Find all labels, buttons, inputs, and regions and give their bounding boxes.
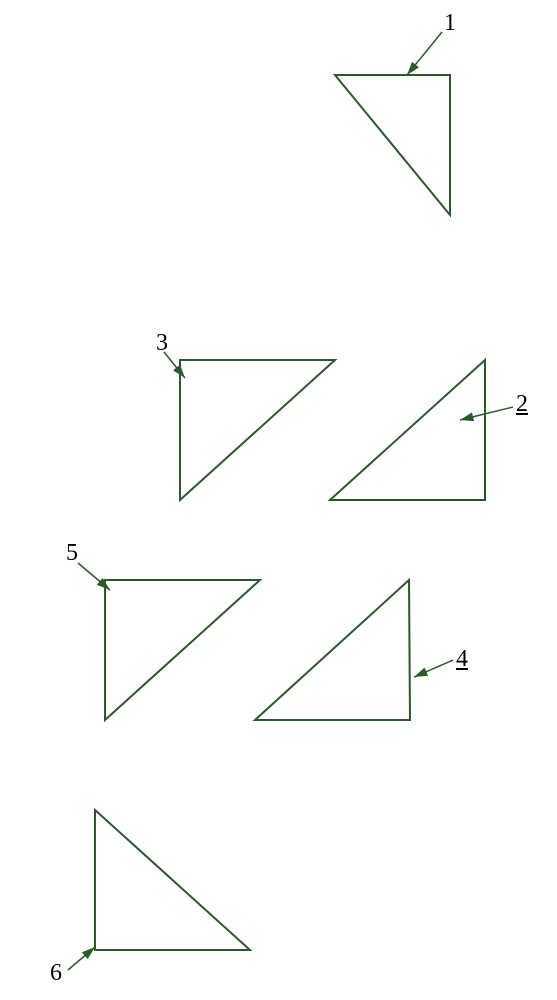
label-6: 6 [50,960,62,987]
label-5-text: 5 [66,540,78,566]
callout-2 [460,407,513,420]
label-5: 5 [66,540,78,567]
label-4-text: 4 [456,646,468,672]
diagram-container: 1 2 3 4 5 6 [0,0,557,1000]
triangle-4 [255,580,410,720]
triangle-5 [105,580,260,720]
diagram-svg [0,0,557,1000]
label-2-text: 2 [516,391,528,417]
callout-4 [414,660,453,677]
label-3-text: 3 [156,330,168,356]
label-1-text: 1 [444,10,456,36]
label-2: 2 [516,391,528,418]
triangle-2 [330,360,485,500]
triangle-1 [335,75,450,215]
callout-6 [68,947,95,970]
callout-1 [407,32,442,75]
callout-5 [78,563,110,590]
label-3: 3 [156,330,168,357]
label-1: 1 [444,10,456,37]
triangle-6 [95,810,250,950]
triangle-3 [180,360,335,500]
label-4: 4 [456,646,468,673]
label-6-text: 6 [50,960,62,986]
